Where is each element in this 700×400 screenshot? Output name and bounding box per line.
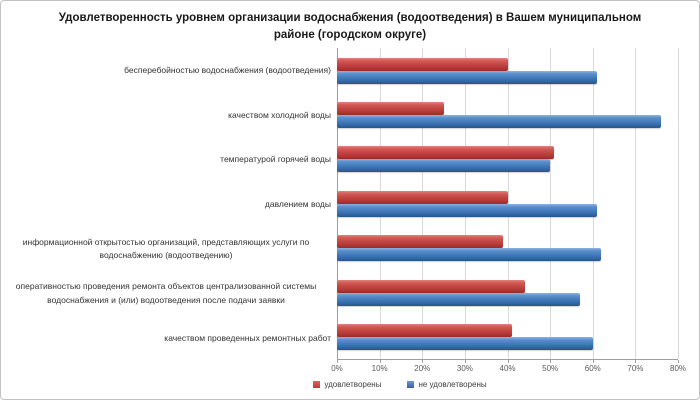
x-tick-mark xyxy=(678,360,679,364)
category-label: бесперебойностью водоснабжения (водоотве… xyxy=(1,48,331,93)
category-label: температурой горячей воды xyxy=(1,138,331,183)
x-axis: 0% 10% 20% 30% 40% 50% 60% 70% 80% xyxy=(331,360,686,377)
legend-item-not-satisfied: не удовлетворены xyxy=(407,380,487,390)
category-axis: бесперебойностью водоснабжения (водоотве… xyxy=(1,48,337,360)
x-tick-label: 20% xyxy=(414,364,431,374)
legend-swatch-not-satisfied xyxy=(407,381,415,389)
x-tick-mark xyxy=(550,360,552,364)
category-label: оперативностью проведения ремонта объект… xyxy=(1,271,331,316)
x-axis-spacer xyxy=(1,360,337,377)
bar-rows xyxy=(337,48,678,359)
gridline xyxy=(678,48,679,360)
category-label-text: давлением воды xyxy=(264,198,331,209)
bar-not-satisfied xyxy=(337,292,580,306)
bar-satisfied xyxy=(337,235,504,249)
x-tick-label: 30% xyxy=(456,364,473,374)
gridline xyxy=(635,48,637,360)
chart-title: Удовлетворенность уровнем организации во… xyxy=(58,12,642,41)
bar-group xyxy=(337,315,678,359)
bar-satisfied xyxy=(337,190,508,204)
x-tick-mark xyxy=(422,360,424,364)
bar-not-satisfied xyxy=(337,337,593,351)
x-tick-mark xyxy=(464,360,466,364)
x-tick-mark xyxy=(592,360,594,364)
bar-not-satisfied xyxy=(337,70,597,84)
bar-satisfied xyxy=(337,279,525,293)
category-label: информационной открытостью организаций, … xyxy=(1,227,331,272)
bar-satisfied xyxy=(337,57,508,71)
category-label-text: качеством холодной воды xyxy=(228,109,331,120)
category-label-text: температурой горячей воды xyxy=(220,154,331,165)
x-tick-mark xyxy=(507,360,509,364)
legend-label: не удовлетворены xyxy=(418,380,487,390)
bar-satisfied xyxy=(337,146,555,160)
bar-not-satisfied xyxy=(337,114,661,128)
x-tick-label: 10% xyxy=(371,364,388,374)
bar-not-satisfied xyxy=(337,248,602,262)
legend-item-satisfied: удовлетворены xyxy=(313,380,381,389)
bar-group xyxy=(337,270,678,314)
category-label: давлением воды xyxy=(1,182,331,227)
x-tick-label: 80% xyxy=(669,364,687,374)
category-label: качеством холодной воды xyxy=(1,93,331,138)
bar-group xyxy=(337,137,678,181)
x-tick-label: 40% xyxy=(499,364,516,374)
legend-swatch-satisfied xyxy=(313,381,321,389)
bar-group xyxy=(337,182,678,226)
chart-body: бесперебойностью водоснабжения (водоотве… xyxy=(1,48,699,361)
x-tick-label: 0% xyxy=(331,364,343,374)
bar-group xyxy=(337,48,678,92)
bar-not-satisfied xyxy=(337,159,551,173)
plot-area xyxy=(337,48,679,361)
x-tick-label: 60% xyxy=(584,364,601,374)
bar-not-satisfied xyxy=(337,203,597,217)
legend-label: удовлетворены xyxy=(324,380,382,390)
category-label-text: бесперебойностью водоснабжения (водоотве… xyxy=(124,65,331,76)
bar-satisfied xyxy=(337,101,444,115)
x-tick-mark xyxy=(635,360,637,364)
x-tick-mark xyxy=(337,360,338,364)
legend: удовлетворены не удовлетворены xyxy=(51,380,699,390)
x-axis-row: 0% 10% 20% 30% 40% 50% 60% 70% 80% xyxy=(1,360,699,377)
category-label-text: качеством проведенных ремонтных работ xyxy=(164,332,331,343)
x-tick-mark xyxy=(379,360,381,364)
bar-group xyxy=(337,93,678,137)
category-label-text: информационной открытостью организаций, … xyxy=(22,236,310,260)
category-label-text: оперативностью проведения ремонта объект… xyxy=(15,281,317,305)
x-tick-label: 70% xyxy=(627,364,644,374)
bar-satisfied xyxy=(337,324,512,338)
bar-group xyxy=(337,226,678,270)
category-label: качеством проведенных ремонтных работ xyxy=(1,316,331,361)
x-tick-label: 50% xyxy=(542,364,559,374)
